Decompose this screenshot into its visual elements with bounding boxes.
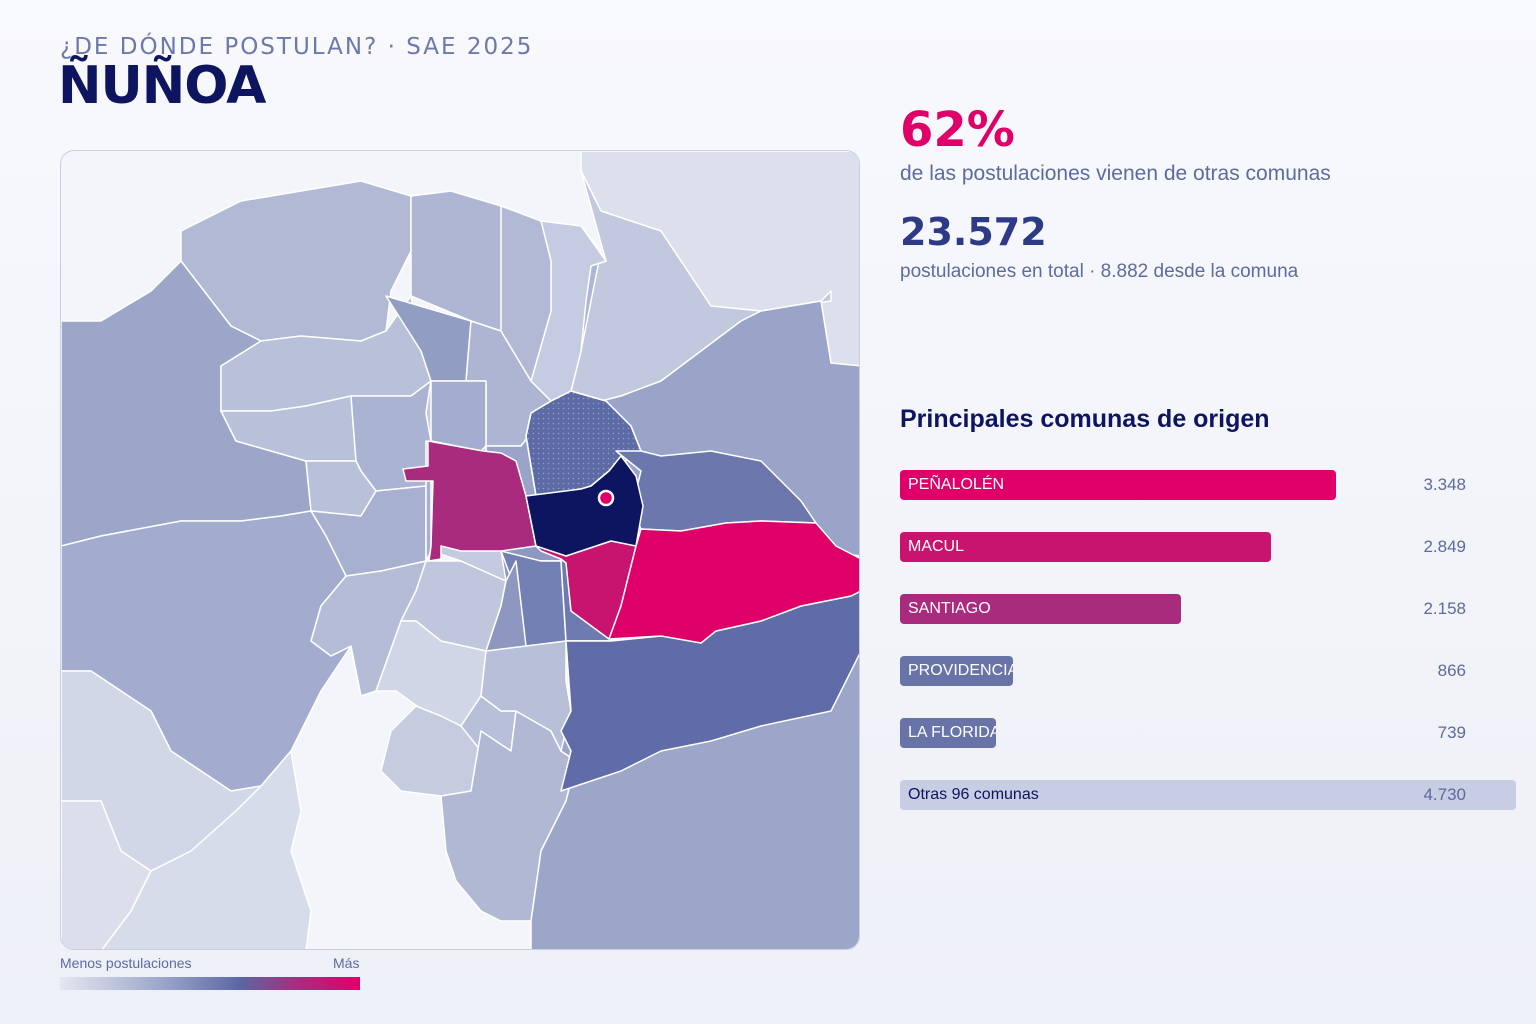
bar-value: 866: [1437, 661, 1466, 680]
map-region: [500, 205, 552, 382]
bar-value: 2.849: [1423, 537, 1466, 556]
bar: PEÑALOLÉN: [900, 470, 1336, 500]
map-region: [530, 220, 607, 402]
page-title: ÑUÑOA: [58, 56, 266, 116]
bar-label: MACUL: [908, 538, 965, 555]
bar-label: PROVIDENCIA: [908, 662, 1013, 679]
chart-title: Principales comunas de origen: [900, 405, 1270, 433]
other-communes-label: Otras 96 comunas: [908, 786, 1039, 803]
other-communes-value: 4.730: [1423, 785, 1466, 804]
map-region: [310, 560, 427, 697]
page-kicker: ¿DE DÓNDE POSTULAN? · SAE 2025: [60, 34, 534, 60]
bar: PROVIDENCIA: [900, 656, 1013, 686]
bar-row: PROVIDENCIA 866: [900, 656, 1516, 686]
bar: MACUL: [900, 532, 1271, 562]
legend-high-label: Más: [333, 955, 360, 971]
legend-gradient-bar: [60, 977, 360, 990]
legend-low-label: Menos postulaciones: [60, 955, 192, 971]
map-region: [101, 750, 312, 949]
bar: SANTIAGO: [900, 594, 1181, 624]
selected-commune-marker: [597, 489, 615, 507]
bar-label: LA FLORIDA: [908, 724, 996, 741]
total-applications-caption: postulaciones en total · 8.882 desde la …: [900, 261, 1299, 282]
bar-row: SANTIAGO 2.158: [900, 594, 1516, 624]
bar-value: 3.348: [1423, 475, 1466, 494]
bar-value: 739: [1437, 723, 1466, 742]
bar-row: LA FLORIDA 739: [900, 718, 1516, 748]
bar: LA FLORIDA: [900, 718, 996, 748]
commune-map: [60, 150, 860, 950]
other-communes-row: Otras 96 comunas 4.730: [900, 780, 1516, 810]
map-region: [525, 455, 644, 557]
map-region: [608, 520, 859, 644]
map-region: [485, 560, 527, 652]
total-applications: 23.572: [900, 210, 1047, 254]
map-region: [425, 380, 487, 452]
external-percent: 62%: [900, 102, 1015, 158]
bar-label: SANTIAGO: [908, 600, 991, 617]
bar-label: PEÑALOLÉN: [908, 476, 1005, 493]
bar-row: MACUL 2.849: [900, 532, 1516, 562]
external-percent-caption: de las postulaciones vienen de otras com…: [900, 162, 1331, 185]
bar-row: PEÑALOLÉN 3.348: [900, 470, 1516, 500]
bar-value: 2.158: [1423, 599, 1466, 618]
map-region: [402, 440, 537, 562]
